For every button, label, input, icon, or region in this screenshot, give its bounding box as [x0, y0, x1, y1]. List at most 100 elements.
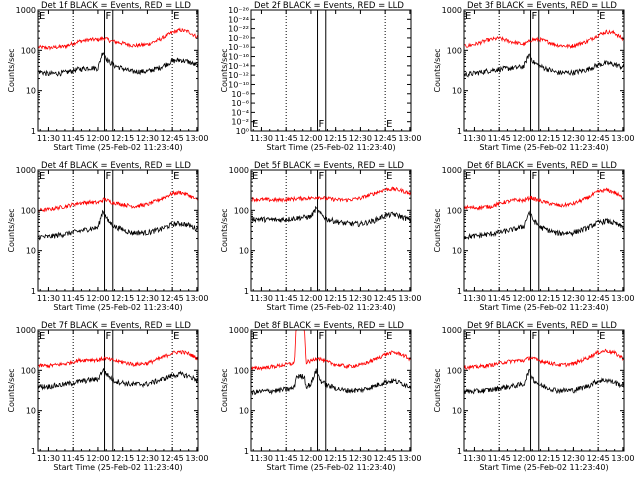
y-tick-label: 100 — [447, 46, 462, 55]
y-tick-label: 10⁻⁶ — [231, 99, 249, 108]
plot-frame — [37, 329, 199, 452]
y-axis-label: Counts/sec — [220, 368, 229, 412]
x-tick-label: 12:30 — [562, 134, 585, 143]
y-tick-label: 10 — [239, 247, 249, 256]
interval-marker-f: F — [106, 331, 112, 342]
series-group — [251, 186, 411, 228]
interval-marker-e: E — [39, 11, 45, 22]
x-tick-label: 11:45 — [275, 134, 298, 143]
x-tick-label: 12:45 — [587, 294, 610, 303]
interval-marker-e: E — [465, 331, 471, 342]
y-axis-label: Counts/sec — [220, 48, 229, 92]
y-tick-label: 10 — [452, 247, 462, 256]
y-axis-label: Counts/sec — [7, 48, 16, 92]
y-tick-label: 1 — [244, 287, 249, 296]
plot-frame — [37, 9, 199, 132]
y-axis-label: Counts/sec — [7, 208, 16, 252]
x-tick-label: 12:45 — [161, 134, 184, 143]
plot-frame — [463, 169, 625, 292]
y-tick-label: 10⁻²⁴ — [228, 15, 249, 24]
x-tick-label: 12:15 — [537, 454, 560, 463]
x-tick-label: 13:00 — [611, 134, 634, 143]
y-tick-label: 10 — [452, 87, 462, 96]
y-tick-label: 10⁻²⁰ — [228, 34, 249, 43]
x-tick-label: 11:30 — [37, 454, 60, 463]
y-tick-label: 1000 — [16, 166, 36, 175]
y-tick-label: 1000 — [442, 326, 462, 335]
x-axis-label: Start Time (25-Feb-02 11:23:40) — [53, 303, 182, 312]
y-tick-label: 10⁻²⁶ — [228, 6, 249, 15]
interval-marker-f: F — [319, 331, 325, 342]
y-tick-label: 1 — [31, 287, 36, 296]
x-tick-label: 11:30 — [37, 134, 60, 143]
y-axis-label: Counts/sec — [220, 208, 229, 252]
x-tick-label: 11:45 — [62, 134, 85, 143]
x-tick-label: 11:30 — [250, 454, 273, 463]
y-tick-label: 100 — [21, 366, 36, 375]
panel-title: Det 6f BLACK = Events, RED = LLD — [467, 161, 617, 171]
x-tick-label: 12:00 — [86, 454, 109, 463]
y-tick-label: 1000 — [16, 326, 36, 335]
y-tick-label: 10 — [239, 407, 249, 416]
x-tick-label: 12:00 — [512, 294, 535, 303]
interval-marker-e: E — [599, 11, 605, 22]
x-tick-label: 12:30 — [562, 454, 585, 463]
y-tick-label: 1 — [244, 447, 249, 456]
x-axis-label: Start Time (25-Feb-02 11:23:40) — [266, 143, 395, 152]
y-tick-label: 100 — [234, 366, 249, 375]
panel-title: Det 9f BLACK = Events, RED = LLD — [467, 321, 617, 331]
series-group — [38, 27, 198, 77]
y-tick-label: 10⁻²² — [228, 25, 249, 34]
y-axis-label: Counts/sec — [433, 368, 442, 412]
y-tick-label: 1000 — [16, 6, 36, 15]
x-axis-label: Start Time (25-Feb-02 11:23:40) — [53, 143, 182, 152]
series-lld-line — [464, 187, 624, 211]
series-group — [38, 349, 198, 391]
x-tick-label: 12:00 — [512, 134, 535, 143]
x-tick-label: 12:30 — [349, 454, 372, 463]
x-tick-label: 12:00 — [299, 294, 322, 303]
y-tick-label: 1000 — [229, 166, 249, 175]
y-axis-label: Counts/sec — [433, 208, 442, 252]
x-tick-label: 12:45 — [587, 454, 610, 463]
interval-marker-f: F — [106, 171, 112, 182]
panel-title: Det 8f BLACK = Events, RED = LLD — [254, 321, 404, 331]
interval-marker-e: E — [599, 171, 605, 182]
x-tick-label: 13:00 — [398, 134, 421, 143]
x-tick-label: 12:15 — [537, 134, 560, 143]
x-tick-label: 11:45 — [275, 454, 298, 463]
x-tick-label: 12:45 — [374, 454, 397, 463]
y-tick-label: 1 — [31, 127, 36, 136]
series-events-line — [464, 53, 624, 78]
interval-marker-e: E — [599, 331, 605, 342]
x-tick-label: 13:00 — [398, 454, 421, 463]
x-tick-label: 12:30 — [349, 134, 372, 143]
x-tick-label: 12:00 — [86, 134, 109, 143]
series-group — [464, 29, 624, 78]
interval-marker-e: E — [386, 119, 392, 130]
x-axis-label: Start Time (25-Feb-02 11:23:40) — [53, 463, 182, 472]
series-group — [251, 330, 411, 396]
x-tick-label: 13:00 — [185, 134, 208, 143]
x-tick-label: 11:30 — [463, 294, 486, 303]
x-tick-label: 12:45 — [161, 454, 184, 463]
x-tick-label: 12:30 — [562, 294, 585, 303]
interval-marker-e: E — [252, 331, 258, 342]
x-tick-label: 12:45 — [161, 294, 184, 303]
x-tick-label: 12:30 — [349, 294, 372, 303]
y-tick-label: 1000 — [442, 6, 462, 15]
panel-title: Det 4f BLACK = Events, RED = LLD — [41, 161, 191, 171]
series-lld-line — [251, 330, 411, 372]
y-tick-label: 10⁻¹⁸ — [228, 43, 249, 52]
x-tick-label: 12:00 — [86, 294, 109, 303]
x-tick-label: 11:45 — [488, 134, 511, 143]
y-axis-label: Counts/sec — [7, 368, 16, 412]
x-tick-label: 13:00 — [611, 294, 634, 303]
series-lld-line — [464, 348, 624, 371]
y-tick-label: 1 — [457, 447, 462, 456]
y-tick-label: 10⁻¹² — [228, 71, 249, 80]
interval-marker-f: F — [532, 171, 538, 182]
